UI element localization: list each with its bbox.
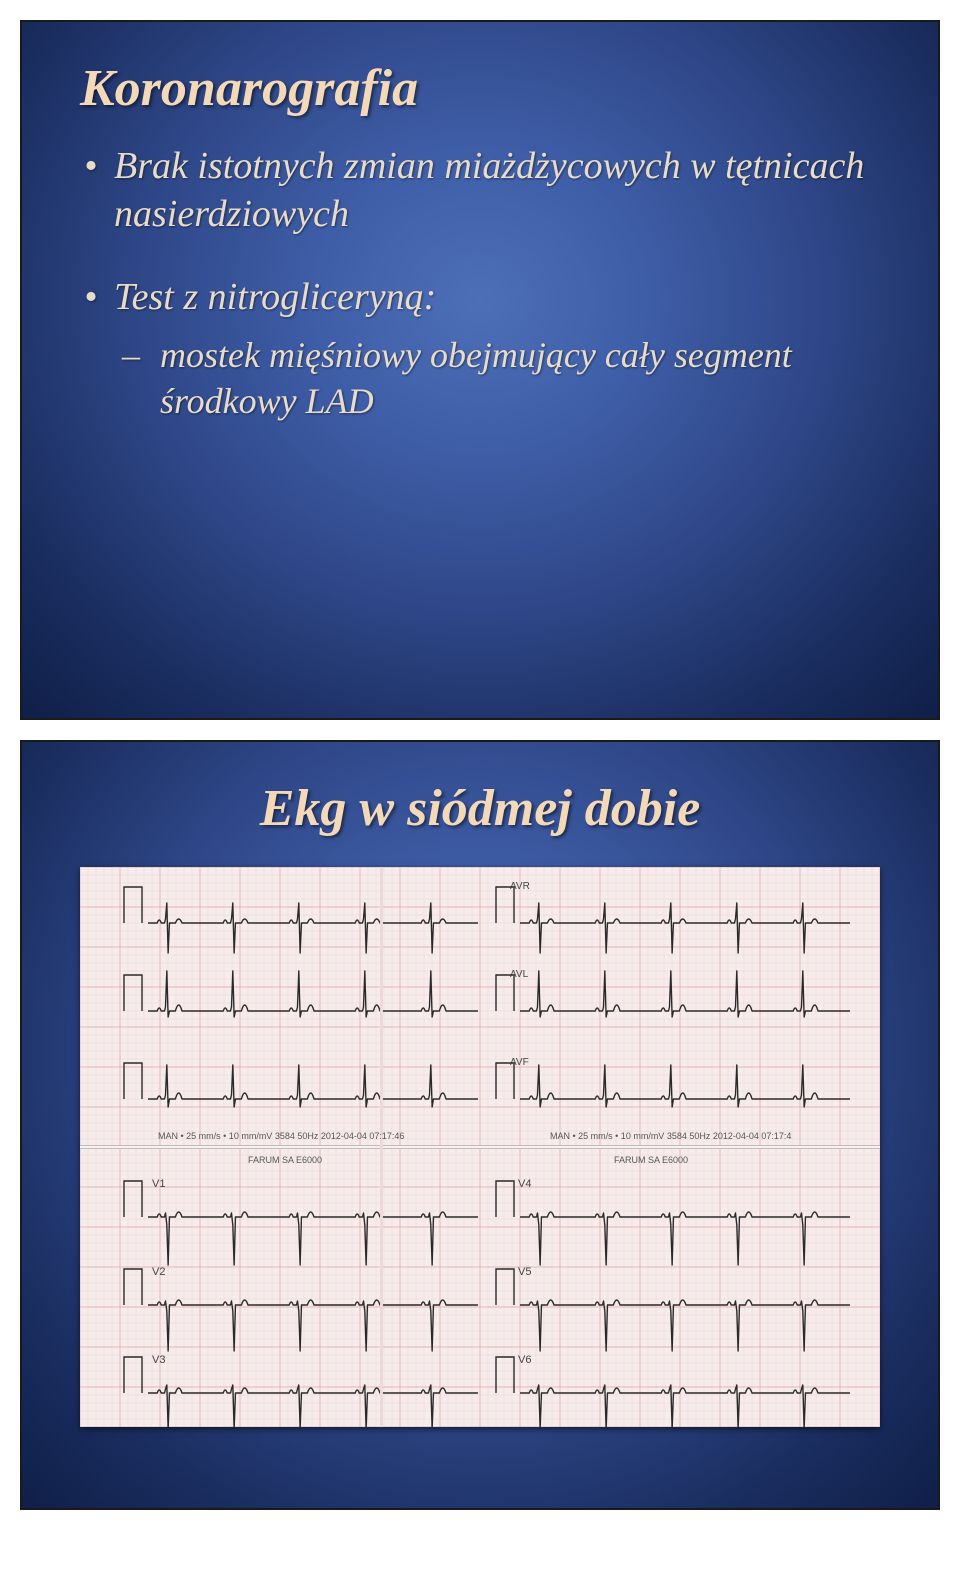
slide-1-bg: Koronarografia Brak istotnych zmian miaż… [22, 22, 938, 718]
svg-text:V5: V5 [518, 1266, 531, 1278]
bullet-text: Brak istotnych zmian miażdżycowych w tęt… [114, 145, 864, 235]
svg-text:V1: V1 [152, 1178, 165, 1190]
ecg-paper-fold [380, 867, 383, 1427]
ecg-device-label: FARUM SA E6000 [248, 1155, 322, 1165]
slide-2-bg: Ekg w siódmej dobie AVRAVLAVFV1V4V2V5V3V… [22, 742, 938, 1508]
slide-1-bullets: Brak istotnych zmian miażdżycowych w tęt… [80, 143, 880, 425]
ecg-device-label: FARUM SA E6000 [614, 1155, 688, 1165]
bullet-text: Test z nitrogliceryną: [114, 276, 436, 318]
sub-bullet-item: mostek mięśniowy obejmujący cały segment… [114, 332, 880, 426]
slide-2: Ekg w siódmej dobie AVRAVLAVFV1V4V2V5V3V… [20, 740, 940, 1510]
svg-text:V6: V6 [518, 1354, 531, 1366]
svg-text:V4: V4 [518, 1178, 531, 1190]
ecg-paper-gap [80, 1145, 880, 1149]
ecg-image: AVRAVLAVFV1V4V2V5V3V6 FARUM SA E6000 FAR… [80, 867, 880, 1427]
ecg-footer-right: MAN • 25 mm/s • 10 mm/mV 3584 50Hz 2012-… [550, 1131, 791, 1141]
slide-2-title: Ekg w siódmej dobie [80, 780, 880, 837]
bullet-item: Brak istotnych zmian miażdżycowych w tęt… [80, 143, 880, 238]
sub-bullet-text: mostek mięśniowy obejmujący cały segment… [160, 335, 792, 422]
svg-text:V2: V2 [152, 1266, 165, 1278]
bullet-item: Test z nitrogliceryną: mostek mięśniowy … [80, 274, 880, 425]
slide-1-title: Koronarografia [80, 60, 880, 117]
ecg-footer-left: MAN • 25 mm/s • 10 mm/mV 3584 50Hz 2012-… [158, 1131, 404, 1141]
sub-bullets: mostek mięśniowy obejmujący cały segment… [114, 332, 880, 426]
slide-1: Koronarografia Brak istotnych zmian miaż… [20, 20, 940, 720]
svg-text:V3: V3 [152, 1354, 165, 1366]
